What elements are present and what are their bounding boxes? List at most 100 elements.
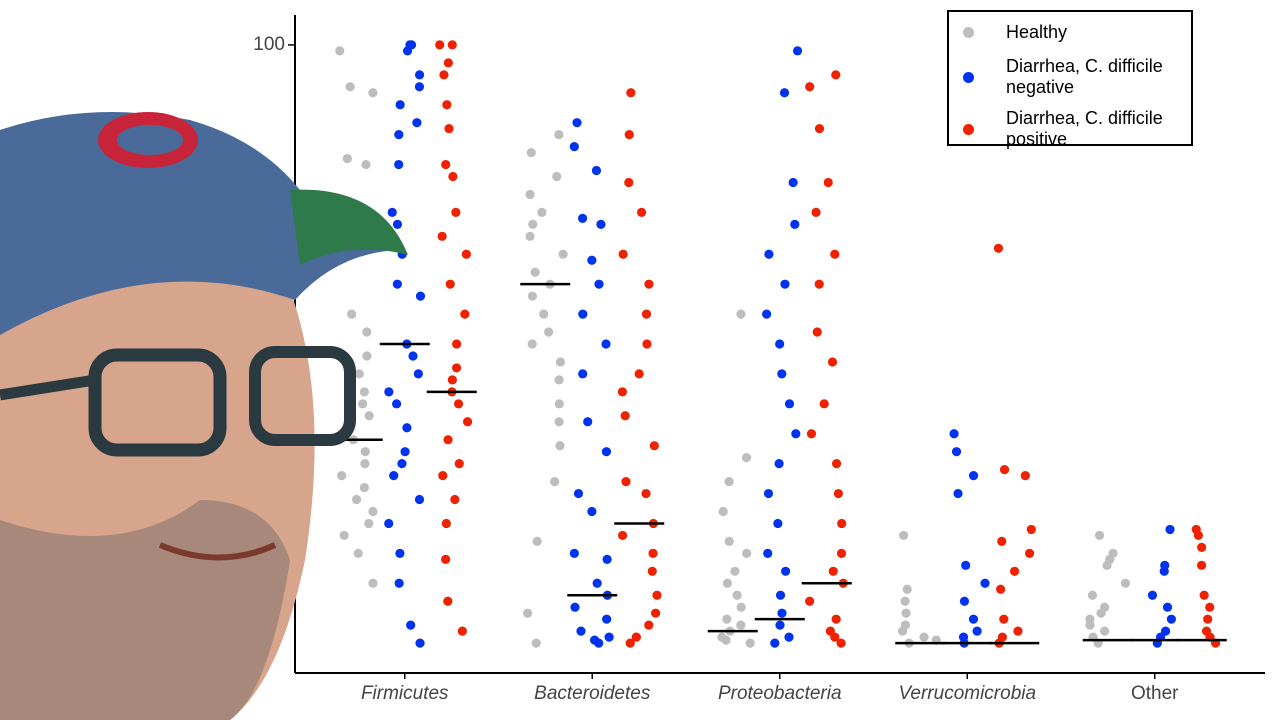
point <box>573 488 584 499</box>
point <box>736 602 746 612</box>
point <box>528 219 538 229</box>
point <box>742 548 752 558</box>
point <box>828 566 838 576</box>
point <box>997 536 1007 547</box>
point <box>775 620 785 630</box>
point <box>445 279 455 289</box>
point <box>530 267 540 277</box>
point <box>342 153 352 164</box>
point <box>812 327 822 337</box>
point <box>648 548 658 558</box>
point <box>462 417 473 427</box>
beard <box>0 500 290 720</box>
legend-item: Diarrhea, C. difficile positive <box>963 108 1196 150</box>
point <box>537 207 547 217</box>
point <box>1102 560 1112 570</box>
point <box>591 165 602 176</box>
point <box>1096 608 1106 618</box>
point <box>1085 620 1095 630</box>
point <box>999 614 1009 624</box>
point <box>451 363 462 373</box>
point <box>641 309 652 319</box>
point <box>961 560 971 570</box>
point <box>722 578 733 588</box>
point <box>453 399 464 409</box>
point <box>414 82 425 92</box>
point <box>624 177 634 188</box>
point <box>732 590 742 600</box>
point <box>651 608 661 618</box>
point <box>831 70 841 80</box>
point <box>819 399 829 409</box>
point <box>805 596 815 606</box>
x-tick-label: Proteobacteria <box>718 683 842 704</box>
legend-label: Healthy <box>1006 22 1068 42</box>
point <box>823 177 833 188</box>
point <box>722 614 732 624</box>
point <box>395 100 405 110</box>
cap <box>0 112 405 335</box>
point <box>1197 542 1207 552</box>
point <box>558 249 568 259</box>
point <box>443 596 453 606</box>
point <box>415 638 425 648</box>
point <box>460 309 470 319</box>
point <box>1087 590 1098 600</box>
point <box>523 608 533 618</box>
point <box>953 488 963 499</box>
point <box>447 40 457 50</box>
point <box>532 536 542 547</box>
point <box>980 578 990 588</box>
point <box>791 429 801 439</box>
point <box>569 548 579 558</box>
point <box>1193 530 1204 541</box>
point <box>362 351 372 361</box>
point <box>392 279 402 289</box>
point <box>437 231 447 241</box>
point <box>442 100 452 110</box>
point <box>993 243 1004 253</box>
point <box>444 124 454 134</box>
point <box>394 159 404 170</box>
point <box>400 447 410 457</box>
point <box>392 219 403 229</box>
point <box>999 465 1010 475</box>
point <box>604 632 614 642</box>
x-tick-label: Firmicutes <box>361 683 449 704</box>
point <box>900 596 910 606</box>
point <box>1159 566 1169 576</box>
point <box>773 518 783 529</box>
point <box>443 58 453 68</box>
point <box>724 476 734 487</box>
point <box>644 279 654 289</box>
point <box>395 548 405 558</box>
legend-label: Diarrhea, C. difficile negative <box>1006 56 1163 97</box>
cap-logo-inner <box>117 125 183 155</box>
point <box>617 530 628 541</box>
point <box>774 459 784 469</box>
point <box>413 369 423 379</box>
point <box>554 130 564 140</box>
point <box>763 488 774 499</box>
point <box>792 46 803 56</box>
point <box>1147 590 1158 600</box>
legend: Healthy Diarrhea, C. difficile negative Di… <box>947 10 1193 149</box>
point <box>770 638 780 648</box>
point <box>578 309 588 319</box>
point <box>724 536 734 547</box>
point <box>368 506 378 517</box>
point <box>397 459 407 469</box>
point <box>364 411 374 421</box>
point <box>730 566 740 576</box>
point <box>353 548 363 558</box>
point <box>919 632 929 642</box>
point <box>1094 530 1105 541</box>
point <box>996 584 1006 594</box>
point <box>790 219 800 229</box>
point <box>777 369 787 379</box>
point <box>448 171 458 182</box>
point <box>569 142 579 152</box>
point <box>949 429 959 439</box>
point <box>1205 602 1215 612</box>
legend-swatch <box>963 71 974 83</box>
